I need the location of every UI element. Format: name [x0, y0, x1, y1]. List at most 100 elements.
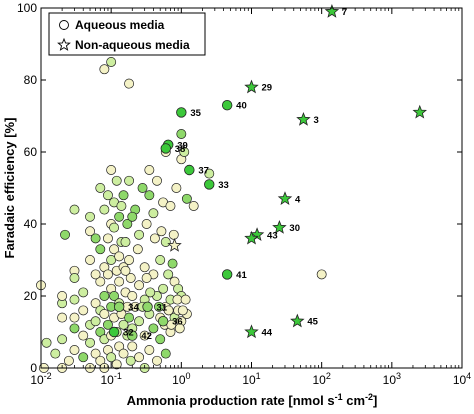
data-point — [127, 291, 138, 301]
data-point — [316, 269, 327, 280]
point-label: 41 — [236, 270, 247, 281]
data-point — [168, 229, 179, 240]
y-axis-title: Faradaic efficiency [%] — [2, 118, 17, 259]
data-point — [125, 355, 136, 366]
point-label: 30 — [289, 223, 300, 234]
star-data-point — [167, 237, 182, 252]
data-point — [109, 222, 120, 233]
data-point — [57, 291, 68, 301]
data-point — [50, 348, 61, 359]
data-point — [181, 193, 192, 204]
data-point — [148, 208, 159, 219]
data-point — [114, 251, 125, 262]
point-label: 4 — [295, 194, 301, 205]
data-point — [139, 262, 150, 273]
data-point — [69, 294, 80, 305]
data-point — [69, 204, 80, 215]
ticks-layer: 0 20 40 60 80 100 10-2 10-1 100 101 102 103 104 — [17, 1, 471, 387]
data-point — [134, 280, 145, 291]
data-point — [109, 291, 120, 301]
x-axis-title: Ammonia production rate [nmol s-1 cm-2] — [127, 392, 378, 408]
data-point — [78, 287, 89, 298]
data-point — [69, 323, 80, 334]
data-point — [103, 190, 113, 201]
y-tick-label: 80 — [24, 73, 38, 87]
data-point — [174, 323, 185, 334]
data-point — [204, 168, 215, 179]
star-data-point — [290, 313, 305, 328]
data-point — [176, 129, 187, 139]
legend-label-nonaqueous: Non-aqueous media — [75, 38, 190, 52]
data-point — [99, 64, 110, 75]
data-point — [90, 269, 101, 280]
annotated-data-point — [184, 164, 195, 176]
point-label: 44 — [262, 328, 273, 339]
annotated-data-point — [127, 330, 138, 341]
star-data-point — [324, 3, 340, 18]
data-point — [41, 337, 52, 348]
annotated-data-point — [221, 99, 233, 111]
data-point — [177, 305, 188, 316]
data-point — [118, 348, 129, 359]
data-point — [167, 258, 178, 269]
data-point — [120, 265, 131, 276]
point-label: 7 — [342, 7, 347, 18]
annotated-data-point — [108, 326, 120, 338]
annotated-data-point — [157, 316, 169, 327]
point-label: 34 — [128, 302, 139, 313]
data-point — [188, 201, 199, 211]
data-point — [103, 269, 113, 280]
data-point — [139, 330, 150, 341]
data-point — [165, 201, 176, 211]
data-point — [180, 294, 191, 305]
point-label: 31 — [157, 302, 168, 313]
data-point — [109, 244, 120, 255]
point-label: 36 — [172, 317, 183, 328]
data-point — [163, 305, 174, 316]
star-data-point — [412, 104, 427, 119]
data-point — [85, 211, 95, 222]
data-point — [132, 244, 143, 255]
legend: Aqueous media Non-aqueous media — [48, 12, 206, 56]
data-point — [158, 283, 169, 294]
x-tick-label: 100 — [172, 371, 190, 387]
legend-star-marker — [57, 37, 71, 51]
data-point — [141, 219, 152, 229]
data-point — [106, 352, 117, 363]
data-point — [118, 190, 129, 201]
data-point — [69, 273, 80, 283]
data-point — [99, 309, 110, 319]
data-point — [148, 323, 159, 334]
data-point — [95, 244, 106, 255]
data-point — [57, 334, 68, 345]
data-point — [99, 291, 110, 301]
annotated-data-point — [142, 301, 153, 313]
y-tick-label: 40 — [24, 217, 38, 231]
data-point — [78, 305, 89, 316]
point-label: 37 — [198, 166, 209, 177]
point-label: 43 — [267, 230, 278, 241]
x-tick-label: 101 — [242, 371, 260, 387]
y-tick-label: 60 — [24, 145, 38, 159]
star-data-point — [249, 227, 265, 241]
data-point — [124, 78, 135, 89]
data-point — [111, 359, 122, 370]
legend-circle-marker — [59, 20, 69, 30]
data-point — [160, 348, 171, 359]
data-point — [60, 229, 70, 240]
point-label: 40 — [236, 101, 247, 112]
data-point — [124, 312, 135, 323]
data-point — [114, 276, 125, 287]
y-tick-label: 0 — [30, 361, 37, 375]
data-point — [145, 287, 156, 298]
data-point — [171, 183, 182, 193]
legend-box — [48, 12, 206, 56]
data-point — [114, 211, 125, 222]
data-point — [85, 337, 95, 348]
star-data-point — [277, 191, 293, 205]
data-point — [106, 57, 117, 67]
data-point — [90, 316, 101, 327]
annotated-data-point — [204, 179, 215, 190]
